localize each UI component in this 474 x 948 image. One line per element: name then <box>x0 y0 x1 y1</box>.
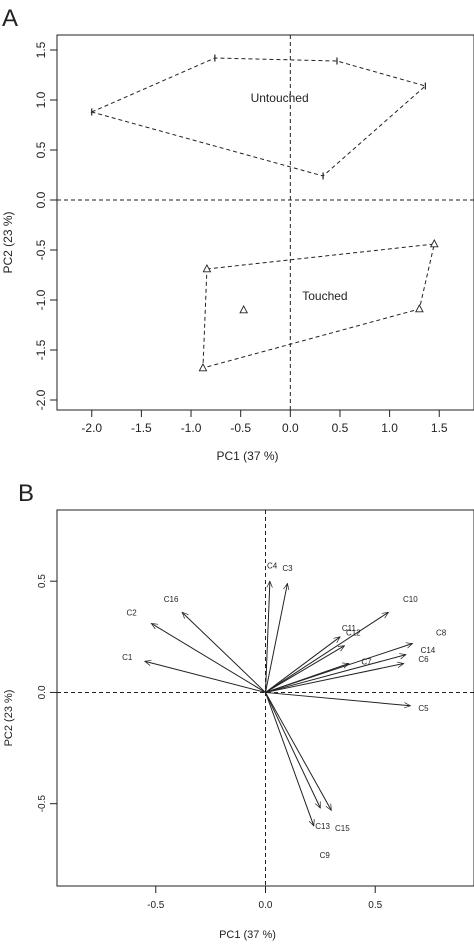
loading-c11: C11 <box>265 624 357 693</box>
loading-c2: C2 <box>127 608 266 693</box>
x-tick-label: 1.0 <box>381 421 398 435</box>
hull-polygon <box>90 57 427 177</box>
x-axis-title: PC1 (37 %) <box>219 929 276 941</box>
loading-label: C9 <box>320 851 331 860</box>
x-tick-label: 0.5 <box>332 421 349 435</box>
loading-label: C2 <box>127 608 138 617</box>
loading-label: C7 <box>361 657 372 666</box>
loading-label: C13 <box>315 822 330 831</box>
loading-c7: C7 <box>265 657 372 693</box>
loading-c13: C13 <box>265 692 330 831</box>
loading-c5: C5 <box>265 691 429 713</box>
loading-arrow <box>265 664 404 693</box>
data-point-triangle <box>198 363 208 372</box>
loading-label: C5 <box>418 704 429 713</box>
loading-label: C14 <box>421 646 436 655</box>
panel-B: B -0.5 0.0 0.5 -0.5 0.0 0.5 PC1 (37 %) PC2 (23 %… <box>3 480 474 941</box>
loading-label: C16 <box>164 595 179 604</box>
loading-label: C11 <box>342 624 357 633</box>
x-tick-label: 0.0 <box>259 900 273 911</box>
x-tick-label: -1.5 <box>131 421 152 435</box>
y-tick-label: -0.5 <box>37 795 48 813</box>
loading-c16: C16 <box>164 595 266 693</box>
x-tick-label: -0.5 <box>230 421 251 435</box>
loading-c1: C1 <box>122 653 266 693</box>
y-tick-label: -2.0 <box>34 389 48 410</box>
y-tick-label: -0.5 <box>34 239 48 260</box>
loading-c3: C3 <box>265 564 293 693</box>
x-tick-label: -2.0 <box>81 421 102 435</box>
x-axis-title: PC1 (37 %) <box>216 449 278 463</box>
panel-letter: A <box>2 5 18 32</box>
group-untouched: Untouched <box>90 54 427 180</box>
x-tick-label: 0.5 <box>368 900 382 911</box>
data-point-triangle <box>239 305 249 314</box>
panel-letter: B <box>18 480 34 507</box>
loading-c12: C12 <box>265 628 361 693</box>
loading-label: C1 <box>122 653 133 662</box>
loading-arrow <box>265 655 406 693</box>
group-touched: Touched <box>198 239 439 372</box>
y-tick-label: 1.5 <box>34 41 48 58</box>
panel-A: A -2.0 -1.5 -1.0 -0.5 0.0 0.5 1.0 1.5 -2.0 -1.5 -1.… <box>1 5 474 463</box>
loading-arrow <box>182 612 266 693</box>
y-axis-title: PC2 (23 %) <box>1 211 15 273</box>
y-tick-label: -1.5 <box>34 339 48 360</box>
loading-c6: C6 <box>265 655 429 693</box>
y-tick-label: 0.0 <box>37 685 48 699</box>
loading-c4: C4 <box>265 562 278 693</box>
loading-label: C4 <box>267 562 278 571</box>
loading-arrow <box>265 637 341 693</box>
data-point-triangle <box>202 264 212 273</box>
x-tick-label: 1.5 <box>431 421 448 435</box>
loading-arrow <box>265 692 321 808</box>
loading-arrow <box>265 646 345 693</box>
loading-arrow <box>265 612 389 693</box>
x-tick-label: 0.0 <box>282 421 299 435</box>
loading-c9: C9 <box>265 692 331 860</box>
loading-label: C15 <box>335 824 350 833</box>
loading-arrow <box>265 691 411 705</box>
loading-c10: C10 <box>265 595 418 693</box>
loading-label: C12 <box>346 628 361 637</box>
loading-label: C8 <box>436 628 447 637</box>
x-tick-label: -0.5 <box>147 900 165 911</box>
loading-arrow <box>151 623 266 693</box>
group-label: Touched <box>302 289 347 303</box>
y-axis-title: PC2 (23 %) <box>3 690 15 747</box>
y-tick-label: 0.5 <box>37 574 48 588</box>
y-tick-label: -1.0 <box>34 289 48 310</box>
group-label: Untouched <box>251 91 309 105</box>
x-tick-label: -1.0 <box>181 421 202 435</box>
y-tick-label: 1.0 <box>34 91 48 108</box>
y-tick-label: 0.5 <box>34 141 48 158</box>
y-tick-label: 0.0 <box>34 191 48 208</box>
plot-frame <box>56 34 474 411</box>
loading-c14: C14 <box>265 646 436 693</box>
loading-c15: C15 <box>265 692 350 833</box>
loading-arrow <box>265 664 349 693</box>
loading-arrow <box>145 661 266 693</box>
loading-label: C3 <box>282 564 293 573</box>
loading-arrow <box>265 581 270 693</box>
loading-arrow <box>265 692 332 810</box>
data-point-triangle <box>415 304 424 313</box>
loading-arrow <box>265 692 314 825</box>
hull-polygon <box>202 243 435 369</box>
loading-label: C10 <box>403 595 418 604</box>
loading-arrow <box>265 583 288 693</box>
loading-label: C6 <box>418 655 429 664</box>
data-point-triangle <box>429 239 439 248</box>
